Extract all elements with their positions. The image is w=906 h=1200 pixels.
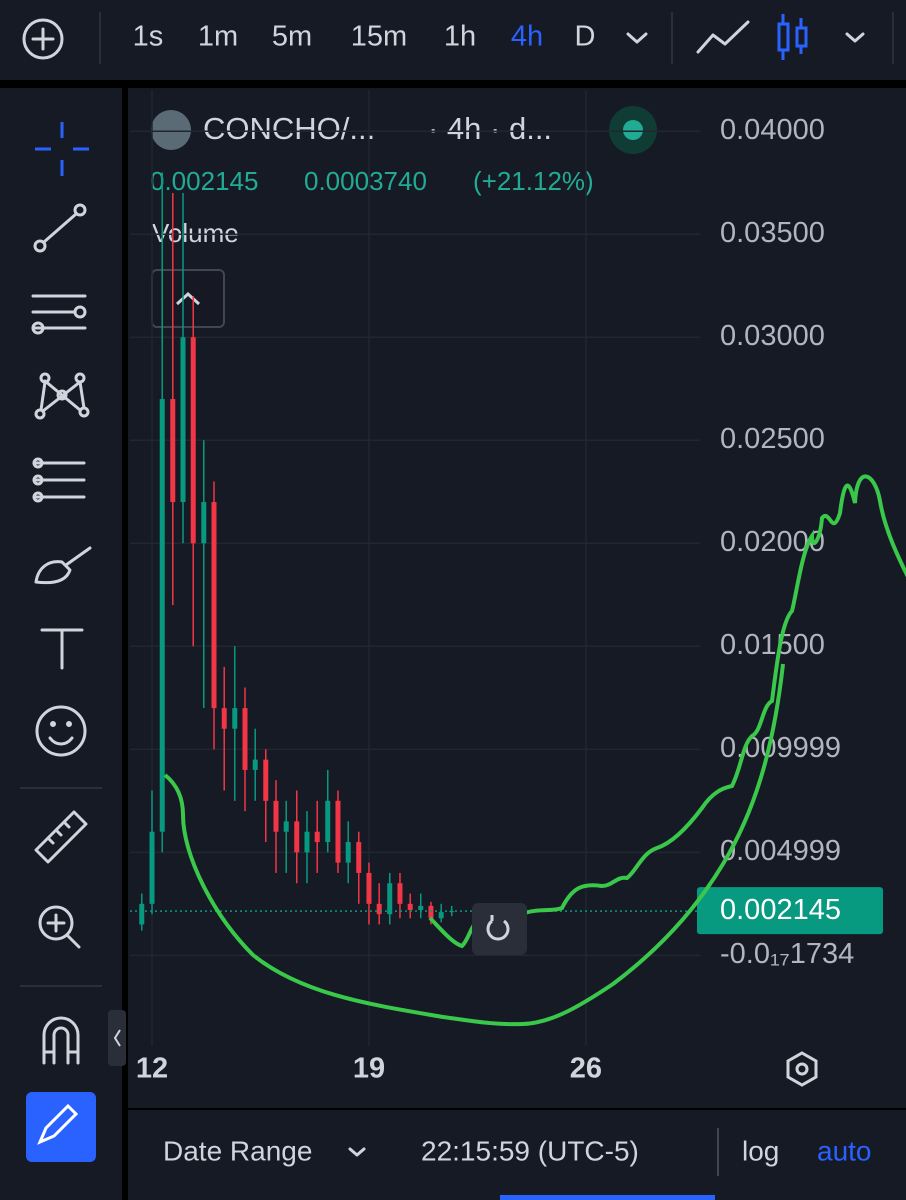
symbol-avatar — [151, 110, 191, 150]
symbol-meta: · 4h · d... — [428, 111, 552, 146]
price-axis-label: 0.04000 — [720, 114, 825, 146]
collapse-toolbar[interactable] — [108, 1010, 126, 1066]
date-range-dropdown[interactable] — [348, 1147, 366, 1157]
candle-body — [366, 872, 372, 904]
candle-body — [418, 905, 424, 911]
candle-body — [211, 502, 217, 709]
candle-body — [170, 399, 176, 503]
auto-toggle[interactable]: auto — [817, 1135, 872, 1166]
emoji-tool[interactable] — [35, 705, 87, 757]
price-axis-label: -0.0₁₇1734 — [720, 938, 854, 970]
brush-tool[interactable] — [34, 546, 92, 585]
price-axis-label: 0.03000 — [720, 320, 825, 352]
volume-label: Volume — [152, 218, 239, 248]
candle-body — [294, 821, 300, 853]
symbol-name[interactable]: CONCHO/... — [203, 111, 375, 146]
zoom-tool[interactable] — [38, 905, 81, 949]
reset-chart-button[interactable] — [472, 903, 527, 955]
candle-body — [273, 800, 279, 832]
drawing-handle — [428, 474, 906, 949]
settings-button[interactable] — [786, 1051, 818, 1087]
interval-button[interactable]: 1m — [198, 21, 238, 53]
time-axis-label: 12 — [136, 1053, 168, 1085]
interval-button[interactable]: 15m — [351, 21, 407, 53]
legend-change-pct: (+21.12%) — [473, 166, 594, 196]
candle-body — [180, 337, 186, 503]
fib-tool[interactable] — [31, 294, 87, 335]
interval-button[interactable]: 4h — [511, 21, 543, 53]
candle-body — [335, 800, 341, 863]
candle-chart-icon[interactable] — [777, 14, 808, 60]
time-axis-label: 19 — [353, 1053, 385, 1085]
candle-body — [283, 821, 289, 832]
interval-button[interactable]: 1s — [133, 21, 164, 53]
home-indicator — [500, 1195, 715, 1200]
price-axis-label: 0.03500 — [720, 217, 825, 249]
forecast-tool[interactable] — [32, 457, 86, 503]
candle-body — [345, 842, 351, 863]
pencil-icon — [37, 1103, 79, 1145]
candle-body — [139, 903, 145, 925]
last-price-label: 0.002145 — [720, 894, 841, 926]
price-axis-label: 0.01500 — [720, 629, 825, 661]
date-range-button[interactable]: Date Range — [163, 1135, 312, 1166]
candle-body — [263, 759, 269, 801]
chart-type-dropdown[interactable] — [845, 32, 865, 43]
time-axis-label: 26 — [570, 1053, 602, 1085]
interval-dropdown[interactable] — [626, 32, 648, 44]
crosshair-tool[interactable] — [35, 122, 89, 176]
chart: 0.040000.035000.030000.025000.020000.015… — [130, 90, 883, 1085]
candle-body — [438, 912, 444, 919]
ruler-tool[interactable] — [34, 810, 88, 864]
text-tool[interactable] — [40, 628, 84, 670]
log-toggle[interactable]: log — [742, 1135, 779, 1166]
candle-body — [314, 831, 320, 843]
pattern-tool[interactable] — [34, 372, 90, 420]
candle-body — [325, 800, 331, 843]
candle-body — [242, 708, 248, 770]
magnet-tool[interactable] — [42, 1016, 80, 1065]
price-axis-label: 0.02500 — [720, 423, 825, 455]
add-button[interactable] — [22, 18, 64, 60]
bottom-bar — [128, 1110, 906, 1200]
candle-body — [428, 905, 434, 919]
status-dot — [623, 120, 643, 140]
top-bar — [0, 0, 906, 80]
interval-button[interactable]: D — [575, 21, 596, 53]
interval-button[interactable]: 1h — [444, 21, 476, 53]
interval-button[interactable]: 5m — [272, 21, 312, 53]
candle-body — [304, 831, 310, 853]
candle-body — [221, 708, 227, 729]
candle-body — [407, 903, 413, 911]
candle-body — [159, 399, 165, 832]
candle-body — [149, 831, 155, 904]
candle-body — [232, 708, 238, 729]
candle-body — [252, 759, 258, 770]
reset-icon — [486, 915, 510, 941]
candle-body — [190, 337, 196, 544]
clock[interactable]: 22:15:59 (UTC-5) — [421, 1135, 639, 1166]
candle-body — [387, 883, 393, 915]
line-chart-icon[interactable] — [696, 20, 750, 54]
price-axis-label: 0.004999 — [720, 835, 841, 867]
candle-body — [397, 883, 403, 904]
candle-body — [376, 903, 382, 915]
candle-body — [356, 842, 362, 873]
chevron — [113, 1029, 121, 1047]
drawing-cup — [163, 663, 785, 1027]
settings-icon — [795, 1062, 809, 1076]
chevron — [175, 291, 201, 306]
price-axis-label: 0.009999 — [720, 732, 841, 764]
legend-change: 0.0003740 — [304, 166, 427, 196]
candle-body — [201, 502, 207, 544]
legend-price: 0.002145 — [150, 166, 258, 196]
trend-line-tool[interactable] — [33, 203, 87, 253]
last-price-badge — [697, 887, 883, 935]
